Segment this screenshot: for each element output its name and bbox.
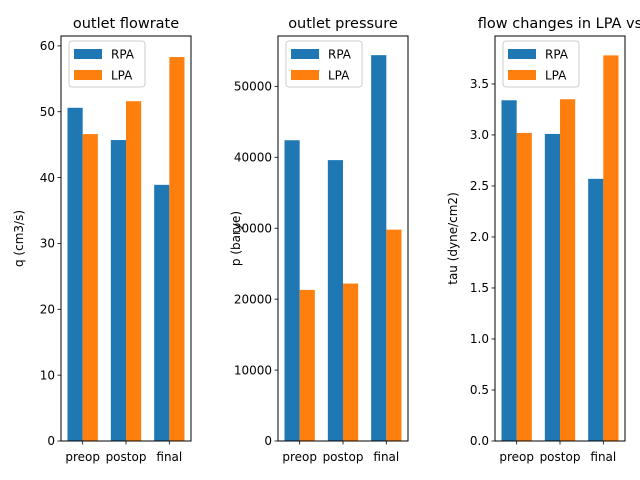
legend: RPA LPA — [285, 40, 363, 88]
y-tick-label: 30 — [40, 237, 55, 251]
legend-swatch-lpa — [291, 70, 319, 80]
y-tick-label: 0.5 — [470, 383, 489, 397]
legend: RPA LPA — [502, 40, 580, 88]
legend-label-rpa: RPA — [328, 48, 352, 62]
y-axis-label: tau (dyne/cm2) — [446, 192, 460, 285]
legend-swatch-rpa — [291, 49, 319, 59]
y-tick-label: 40000 — [234, 150, 272, 164]
y-tick-label: 2.5 — [470, 179, 489, 193]
chart-panel-2: 0 10000 20000 30000 40000 50000 preop postop fin… — [229, 16, 409, 464]
bar-rpa-postop — [544, 133, 560, 441]
chart-panel-1: 0 10 20 30 40 50 60 preop postop final outlet flow… — [12, 16, 192, 464]
y-tick-label: 0 — [47, 434, 55, 448]
chart-title: flow changes in LPA vs — [478, 16, 640, 32]
y-axis-label: p (barye) — [229, 211, 243, 266]
y-tick-label: 1.0 — [470, 332, 489, 346]
x-tick-label: preop — [65, 450, 100, 464]
y-tick-label: 0.0 — [470, 434, 489, 448]
x-tick-label: final — [590, 450, 616, 464]
chart-title: outlet flowrate — [73, 16, 179, 32]
legend-swatch-rpa — [74, 49, 102, 59]
bar-rpa-final — [588, 178, 604, 441]
x-tick-label: postop — [106, 450, 147, 464]
bar-lpa-postop — [560, 99, 576, 442]
x-tick-label: final — [373, 450, 399, 464]
x-tick-label: final — [156, 450, 182, 464]
bar-rpa-final — [154, 184, 170, 441]
bar-lpa-preop — [299, 289, 315, 441]
bar-lpa-final — [386, 229, 402, 441]
bar-rpa-preop — [501, 100, 517, 441]
x-tick-label: preop — [282, 450, 317, 464]
bar-lpa-preop — [82, 134, 98, 441]
bar-lpa-postop — [126, 101, 142, 441]
y-tick-label: 3.0 — [470, 128, 489, 142]
bar-rpa-preop — [284, 140, 300, 441]
y-tick-label: 20 — [40, 302, 55, 316]
legend-swatch-lpa — [74, 70, 102, 80]
y-tick-label: 10000 — [234, 363, 272, 377]
legend-label-lpa: LPA — [328, 69, 350, 83]
bar-lpa-final — [169, 57, 185, 441]
y-tick-label: 40 — [40, 171, 55, 185]
legend-label-lpa: LPA — [111, 69, 133, 83]
bar-rpa-postop — [110, 140, 126, 442]
chart-panel-3: 0.0 0.5 1.0 1.5 2.0 2.5 3.0 3.5 preop postop final… — [446, 16, 640, 464]
chart-title: outlet pressure — [288, 16, 398, 32]
legend-label-rpa: RPA — [111, 48, 135, 62]
y-tick-label: 0 — [264, 434, 272, 448]
x-tick-label: postop — [540, 450, 581, 464]
x-tick-label: preop — [499, 450, 534, 464]
y-axis-label: q (cm3/s) — [12, 210, 26, 267]
y-tick-label: 50 — [40, 105, 55, 119]
y-tick-label: 50000 — [234, 80, 272, 94]
bar-rpa-preop — [67, 107, 83, 441]
legend-label-rpa: RPA — [545, 48, 569, 62]
y-tick-label: 60 — [40, 39, 55, 53]
y-tick-label: 20000 — [234, 292, 272, 306]
y-tick-label: 2.0 — [470, 230, 489, 244]
y-tick-label: 3.5 — [470, 77, 489, 91]
legend-swatch-lpa — [508, 70, 536, 80]
legend-label-lpa: LPA — [545, 69, 567, 83]
bar-rpa-final — [371, 55, 387, 442]
bar-rpa-postop — [327, 160, 343, 442]
y-tick-label: 10 — [40, 368, 55, 382]
legend-swatch-rpa — [508, 49, 536, 59]
y-tick-label: 1.5 — [470, 281, 489, 295]
bar-lpa-postop — [343, 283, 359, 441]
legend: RPA LPA — [68, 40, 146, 88]
x-tick-label: postop — [323, 450, 364, 464]
bar-lpa-preop — [516, 132, 532, 441]
y-tick-label: 30000 — [234, 221, 272, 235]
bar-lpa-final — [603, 55, 619, 441]
